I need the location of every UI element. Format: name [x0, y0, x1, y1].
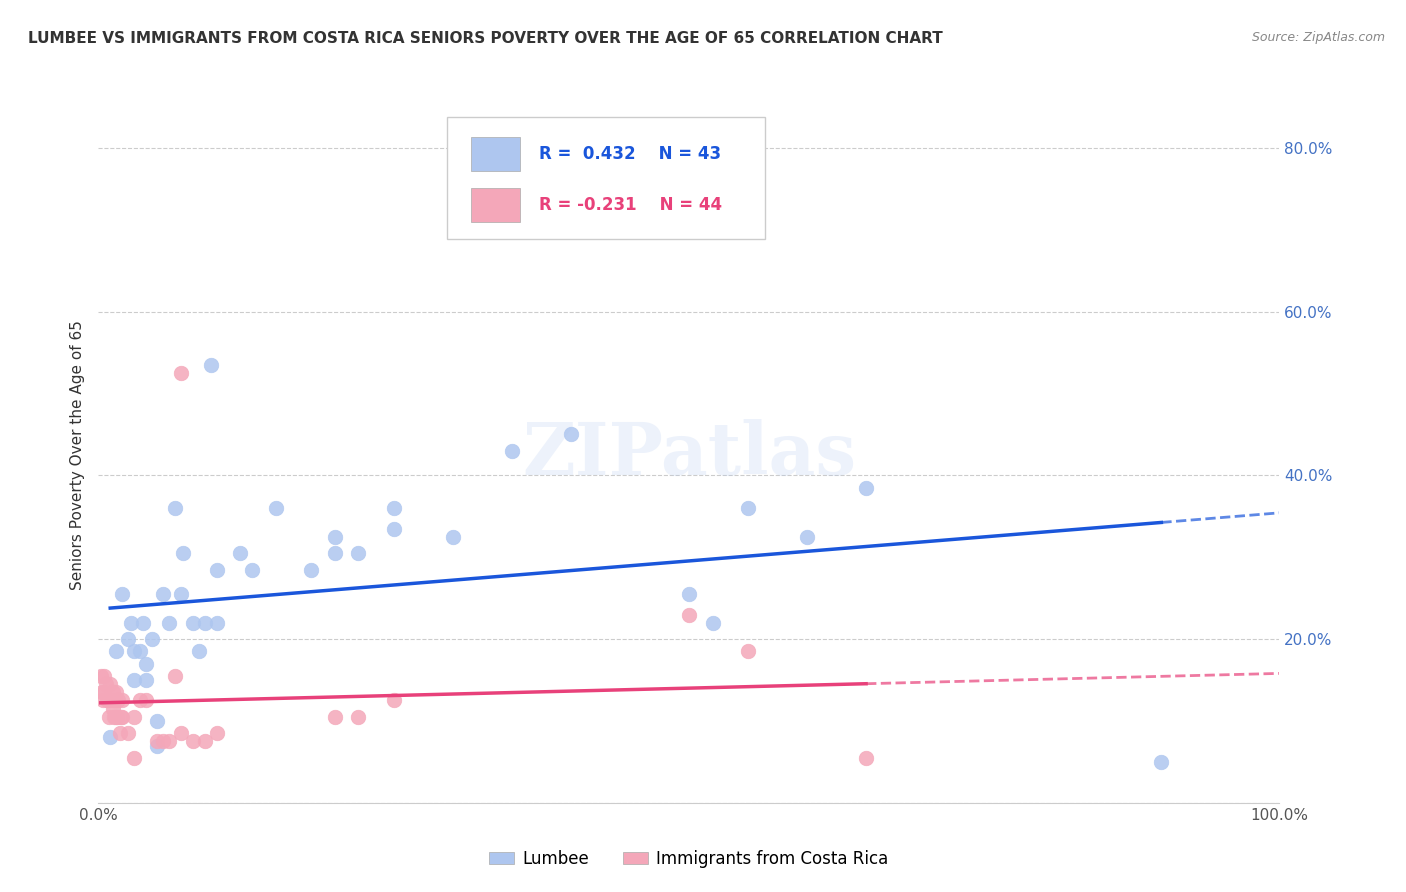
- Point: [165, 669, 187, 683]
- Point: [104, 693, 127, 707]
- Point: [103, 710, 125, 724]
- Point: [323, 546, 346, 560]
- Point: [97, 693, 120, 707]
- Point: [91, 685, 114, 699]
- Point: [737, 501, 759, 516]
- Point: [111, 693, 134, 707]
- Point: [91, 693, 114, 707]
- Point: [121, 615, 143, 630]
- Text: Source: ZipAtlas.com: Source: ZipAtlas.com: [1251, 31, 1385, 45]
- Point: [152, 734, 174, 748]
- Point: [157, 615, 180, 630]
- Point: [205, 726, 228, 740]
- Point: [382, 501, 405, 516]
- Point: [146, 714, 169, 728]
- Point: [855, 751, 877, 765]
- Point: [93, 685, 115, 699]
- Point: [107, 693, 129, 707]
- Point: [205, 615, 228, 630]
- Point: [103, 693, 125, 707]
- Text: R = -0.231    N = 44: R = -0.231 N = 44: [538, 195, 721, 214]
- Point: [165, 501, 187, 516]
- Point: [90, 669, 112, 683]
- Legend: Lumbee, Immigrants from Costa Rica: Lumbee, Immigrants from Costa Rica: [482, 843, 896, 874]
- Point: [101, 685, 124, 699]
- Point: [855, 481, 877, 495]
- Point: [205, 562, 228, 576]
- Point: [152, 587, 174, 601]
- Point: [135, 693, 157, 707]
- Point: [347, 546, 370, 560]
- Point: [105, 710, 128, 724]
- Point: [382, 693, 405, 707]
- Point: [117, 632, 139, 646]
- Point: [347, 710, 370, 724]
- Text: R =  0.432    N = 43: R = 0.432 N = 43: [538, 145, 721, 163]
- Point: [170, 726, 193, 740]
- Point: [796, 530, 818, 544]
- Point: [111, 710, 134, 724]
- Point: [135, 673, 157, 687]
- Point: [187, 644, 209, 658]
- Point: [737, 644, 759, 658]
- Point: [678, 587, 700, 601]
- Point: [172, 546, 194, 560]
- Text: ZIPatlas: ZIPatlas: [522, 419, 856, 491]
- Point: [501, 443, 523, 458]
- Point: [122, 710, 145, 724]
- Point: [105, 685, 128, 699]
- Point: [702, 615, 724, 630]
- Point: [93, 669, 115, 683]
- Point: [146, 739, 169, 753]
- Text: LUMBEE VS IMMIGRANTS FROM COSTA RICA SENIORS POVERTY OVER THE AGE OF 65 CORRELAT: LUMBEE VS IMMIGRANTS FROM COSTA RICA SEN…: [28, 31, 943, 46]
- Point: [382, 522, 405, 536]
- Point: [117, 726, 139, 740]
- Point: [194, 734, 217, 748]
- Point: [122, 673, 145, 687]
- Point: [170, 366, 193, 380]
- Point: [132, 615, 155, 630]
- Point: [146, 734, 169, 748]
- Point: [141, 632, 163, 646]
- Point: [105, 644, 128, 658]
- Point: [105, 710, 128, 724]
- Point: [157, 734, 180, 748]
- Point: [560, 427, 582, 442]
- Point: [240, 562, 263, 576]
- Point: [98, 677, 121, 691]
- Point: [110, 710, 132, 724]
- Point: [98, 693, 121, 707]
- Point: [128, 693, 150, 707]
- Point: [441, 530, 464, 544]
- Point: [122, 644, 145, 658]
- Point: [181, 734, 204, 748]
- Point: [1150, 755, 1173, 769]
- Point: [323, 710, 346, 724]
- Point: [200, 358, 222, 372]
- Point: [299, 562, 322, 576]
- Y-axis label: Seniors Poverty Over the Age of 65: Seniors Poverty Over the Age of 65: [69, 320, 84, 590]
- Point: [194, 615, 217, 630]
- Point: [98, 731, 121, 745]
- Point: [181, 615, 204, 630]
- Point: [94, 677, 117, 691]
- Point: [678, 607, 700, 622]
- Point: [96, 693, 118, 707]
- Point: [264, 501, 287, 516]
- Point: [128, 644, 150, 658]
- Point: [101, 701, 124, 715]
- Point: [135, 657, 157, 671]
- Point: [170, 587, 193, 601]
- Point: [323, 530, 346, 544]
- Point: [122, 751, 145, 765]
- Point: [229, 546, 252, 560]
- Point: [108, 726, 131, 740]
- Point: [111, 587, 134, 601]
- Point: [98, 710, 121, 724]
